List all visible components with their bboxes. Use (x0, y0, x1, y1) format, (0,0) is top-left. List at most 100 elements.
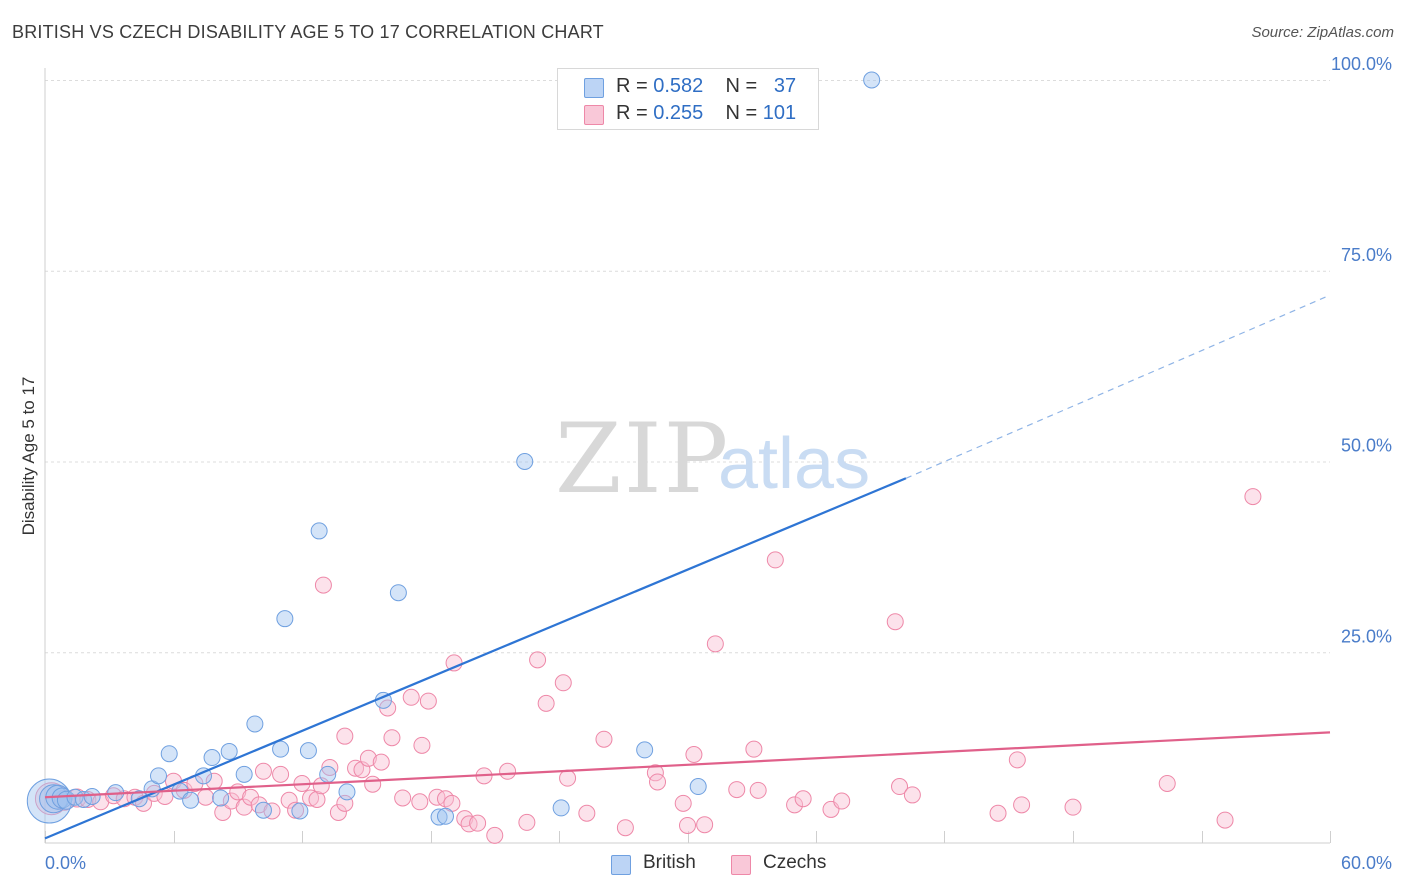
czechs-point (891, 778, 909, 796)
y-tick-label: 100.0% (1331, 54, 1392, 74)
czechs-point (486, 826, 504, 844)
czechs-point (383, 729, 401, 747)
czechs-point (419, 692, 437, 710)
british-point (689, 778, 707, 796)
czechs-trend-line (44, 731, 1331, 799)
series-legend: British Czechs (0, 850, 1406, 880)
british-point (235, 765, 253, 783)
czechs-point (263, 802, 281, 820)
czechs-point (413, 736, 431, 754)
y-tick-label: 25.0% (1341, 626, 1392, 646)
czechs-point (578, 804, 596, 822)
czechs-point (989, 804, 1007, 822)
british-trend-extension (905, 294, 1331, 479)
british-point (272, 740, 290, 758)
czechs-point (616, 819, 634, 837)
czechs-point (537, 694, 555, 712)
n-label: N = (725, 75, 758, 97)
british-point (220, 742, 238, 760)
czechs-point (394, 789, 412, 807)
british-point (83, 787, 101, 805)
british-point (182, 791, 200, 809)
czechs-r-value: 0.255 (653, 102, 704, 124)
y-axis-title: Disability Age 5 to 17 (19, 377, 38, 536)
czechs-n-value: 101 (762, 102, 797, 124)
watermark-zip: ZIP (555, 403, 730, 515)
british-point (389, 584, 407, 602)
czechs-point (766, 551, 784, 569)
czechs-point (254, 762, 272, 780)
axes (44, 68, 1331, 844)
source-label: Source: ZipAtlas.com (1251, 24, 1394, 41)
czechs-point (469, 814, 487, 832)
british-swatch (584, 78, 604, 98)
czechs-point (214, 803, 232, 821)
british-point (430, 808, 448, 826)
x-tick-labels: 0.0% 60.0% (45, 853, 1392, 873)
watermark-atlas: atlas (718, 424, 870, 504)
n-label: N = (725, 102, 758, 124)
x-tick-label: 60.0% (1341, 853, 1392, 873)
czechs-point (749, 781, 767, 799)
czechs-swatch (584, 105, 604, 125)
czechs-point (308, 791, 326, 809)
chart-title: BRITISH VS CZECH DISABILITY AGE 5 TO 17 … (12, 22, 604, 42)
czechs-label: Czechs (763, 852, 827, 873)
british-point (516, 453, 534, 470)
british-point (254, 801, 272, 819)
british-point (203, 749, 221, 767)
y-tick-labels: 25.0% 50.0% 75.0% 100.0% (1331, 54, 1392, 646)
british-point (863, 71, 881, 89)
czechs-point (529, 651, 547, 669)
czechs-point (499, 762, 517, 780)
gridlines (45, 80, 1330, 654)
british-point (338, 783, 356, 801)
r-label: R = (616, 75, 648, 97)
correlation-legend: R = 0.582 N = 37 R = 0.255 N = 101 (557, 68, 819, 130)
trend-lines (44, 294, 1331, 840)
british-point (636, 741, 654, 759)
czechs-point (272, 765, 290, 783)
czechs-point (1158, 774, 1176, 792)
british-point (436, 807, 454, 825)
czechs-point (886, 613, 904, 631)
british-point (319, 765, 337, 783)
british-point (246, 715, 264, 733)
czechs-point (833, 792, 851, 810)
czechs-point (1216, 811, 1234, 829)
british-point (310, 522, 328, 540)
czechs-point (649, 773, 667, 791)
czechs-point (685, 745, 703, 763)
czechs-point (559, 769, 577, 787)
czechs-point (1008, 751, 1026, 769)
czechs-point (595, 730, 613, 748)
czechs-point (786, 796, 804, 814)
british-point (276, 610, 294, 628)
x-tick-label: 0.0% (45, 853, 86, 873)
czechs-point (336, 727, 354, 745)
czechs-point (359, 749, 377, 767)
czechs-point (347, 759, 365, 777)
czechs-point (706, 635, 724, 653)
british-point (150, 767, 168, 785)
czechs-swatch (731, 855, 751, 875)
czechs-point (402, 688, 420, 706)
czechs-point (105, 787, 123, 805)
czechs-point (679, 816, 696, 834)
czechs-point (518, 813, 536, 831)
british-n-value: 37 (773, 75, 797, 97)
y-tick-label: 50.0% (1341, 436, 1392, 456)
czechs-point (794, 790, 812, 808)
watermark: ZIP atlas (555, 403, 870, 515)
y-tick-label: 75.0% (1341, 245, 1392, 265)
czechs-point (1244, 488, 1262, 506)
czechs-point (302, 789, 320, 807)
czechs-point (745, 740, 763, 758)
czechs-point (554, 674, 572, 692)
czechs-point (903, 786, 921, 804)
british-r-value: 0.582 (653, 75, 704, 97)
british-label: British (643, 852, 696, 873)
czechs-point (197, 788, 215, 806)
british-point (160, 745, 178, 763)
